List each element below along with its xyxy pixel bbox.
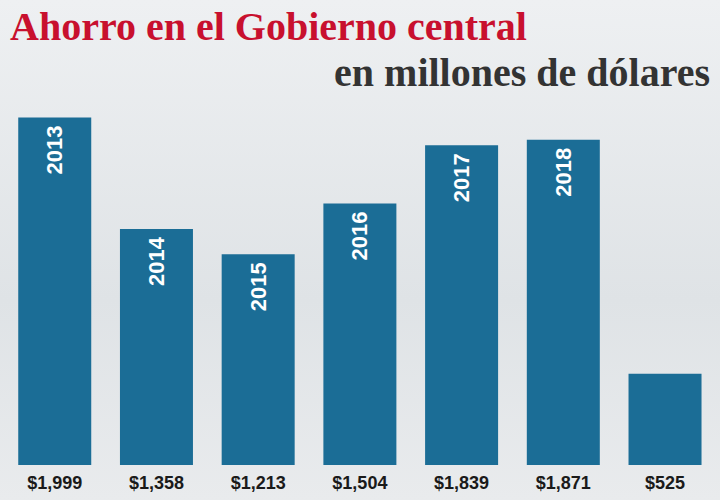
svg-text:2014: 2014 bbox=[144, 236, 169, 286]
html-text:en millones de dólares: en millones de dólares bbox=[334, 50, 710, 95]
svg-text:$1,213: $1,213 bbox=[231, 473, 286, 493]
svg-text:$1,504: $1,504 bbox=[332, 473, 387, 493]
svg-text:$525: $525 bbox=[645, 473, 685, 493]
svg-text:$1,839: $1,839 bbox=[434, 473, 489, 493]
svg-text:2016: 2016 bbox=[347, 212, 372, 261]
html-text:Ahorro en el Gobierno central: Ahorro en el Gobierno central bbox=[10, 4, 527, 49]
svg-text:2013: 2013 bbox=[42, 126, 67, 175]
svg-text:$1,999: $1,999 bbox=[27, 473, 82, 493]
svg-text:$1,358: $1,358 bbox=[129, 473, 184, 493]
svg-text:2015: 2015 bbox=[246, 262, 271, 311]
svg-text:$1,871: $1,871 bbox=[536, 473, 591, 493]
svg-text:2017: 2017 bbox=[449, 153, 474, 202]
svg-text:2018: 2018 bbox=[551, 148, 576, 197]
